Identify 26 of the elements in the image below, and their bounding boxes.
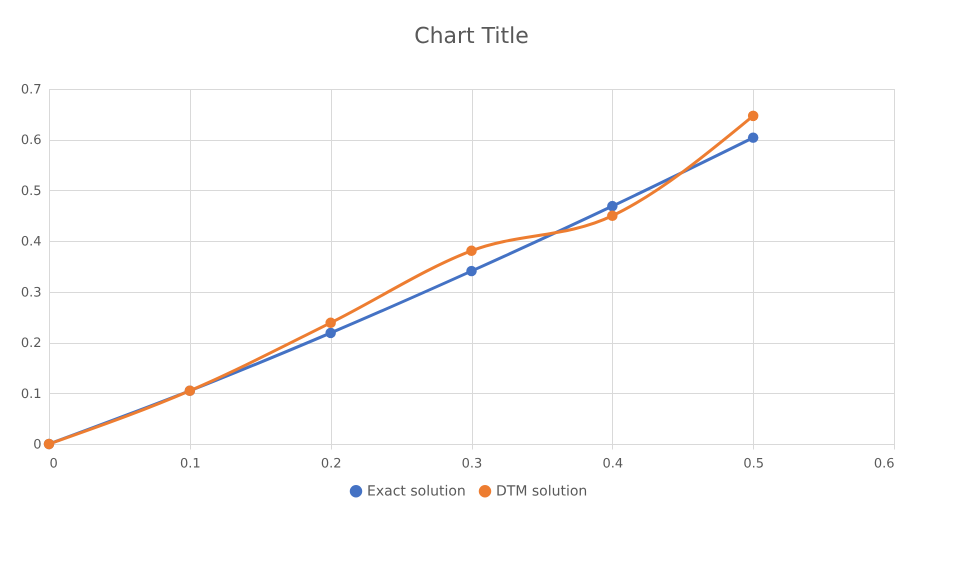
y-tick-label: 0.5 bbox=[20, 184, 42, 199]
x-tick-label: 0.6 bbox=[874, 456, 894, 472]
point bbox=[607, 200, 618, 212]
point bbox=[607, 210, 618, 222]
y-tick-label: 0.1 bbox=[20, 386, 42, 402]
legend-label: DTM solution bbox=[496, 483, 588, 500]
point bbox=[466, 266, 477, 276]
y-tick-label: 0.6 bbox=[20, 133, 42, 148]
x-tick-label: 0.4 bbox=[602, 456, 624, 472]
x-tick-label: 0.1 bbox=[180, 456, 201, 472]
x-tick-label: 0.3 bbox=[462, 456, 482, 472]
point bbox=[748, 132, 758, 143]
point bbox=[466, 246, 477, 256]
point bbox=[325, 318, 336, 328]
chart-title: Chart Title bbox=[414, 24, 529, 49]
x-tick-label: 0.5 bbox=[743, 456, 764, 472]
y-tick-label: 0.4 bbox=[20, 234, 42, 250]
point bbox=[325, 328, 336, 338]
x-tick-label: 0 bbox=[50, 456, 58, 472]
y-tick-label: 0.7 bbox=[20, 82, 42, 98]
point bbox=[748, 110, 758, 122]
y-tick-label: 0.2 bbox=[20, 336, 42, 352]
legend-label: Exact solution bbox=[367, 483, 466, 500]
y-tick-label: 0 bbox=[33, 438, 42, 452]
y-tick-label: 0.3 bbox=[20, 285, 42, 300]
x-tick-label: 0.2 bbox=[320, 456, 342, 472]
